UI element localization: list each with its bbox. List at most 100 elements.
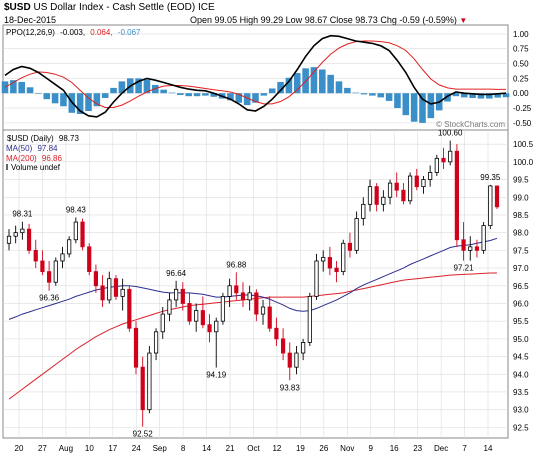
ppo-hist-bar — [101, 93, 109, 98]
candle-body — [401, 189, 406, 202]
candle-body — [321, 257, 326, 262]
candle — [488, 184, 493, 230]
candle-body — [207, 324, 212, 333]
candle-body — [160, 313, 165, 333]
candle-body — [374, 186, 379, 205]
date-x-axis: 20 27 Aug 10 17 24 Sep 8 14 21 Oct 12 19 26 Nov 9 16 23 De… — [15, 444, 493, 453]
ppo-hist-bar — [394, 93, 401, 109]
ppo-hist-bar — [369, 93, 376, 96]
candle-body — [421, 179, 426, 188]
candle — [40, 250, 45, 276]
candle — [394, 172, 399, 198]
candle — [247, 285, 252, 311]
x-tick: Dec — [434, 444, 448, 453]
candle-body — [147, 352, 152, 411]
candle — [367, 179, 373, 212]
price-annotation: 98.43 — [66, 205, 87, 214]
candle-body — [307, 295, 312, 343]
ppo-legend-signal: 0.064, — [90, 28, 112, 37]
candle-body — [234, 285, 239, 294]
candle-body — [80, 221, 85, 248]
candle-body — [448, 150, 453, 163]
candle-body — [93, 271, 99, 287]
candle-body — [20, 228, 25, 234]
candle — [434, 154, 439, 177]
x-tick: Nov — [340, 444, 354, 453]
ppo-hist-bar — [477, 93, 485, 99]
candle-body — [113, 278, 119, 297]
watermark: © StockCharts.com — [436, 120, 505, 129]
x-tick: 9 — [369, 444, 374, 453]
ppo-hist-bar — [193, 93, 201, 97]
price-y-tick: 97.0 — [513, 264, 529, 273]
candle — [407, 172, 413, 205]
candle-body — [53, 260, 58, 283]
chart-date: 18-Dec-2015 — [4, 15, 57, 25]
candle — [401, 183, 406, 205]
ppo-hist-bar — [319, 69, 326, 94]
candle-body — [140, 366, 145, 411]
candle — [234, 272, 239, 300]
candle-body — [367, 186, 373, 205]
svg-text:MA(50) 97.84: MA(50) 97.84 — [6, 144, 58, 153]
candle — [73, 217, 78, 244]
ppo-signal-line — [4, 40, 506, 108]
ppo-hist-bar — [486, 93, 493, 99]
candle — [454, 144, 459, 247]
ppo-hist-bar — [344, 87, 351, 94]
price-y-tick: 93.5 — [513, 388, 529, 397]
candle — [301, 338, 306, 361]
ppo-y-tick: -0.25 — [513, 104, 532, 113]
ppo-y-tick: 0.75 — [513, 45, 529, 54]
candle-body — [287, 352, 292, 368]
candle-body — [13, 232, 18, 237]
ppo-hist-bar — [385, 93, 393, 101]
candle — [347, 232, 353, 258]
candle-body — [227, 285, 232, 297]
candle-body — [254, 292, 259, 315]
ppo-hist-bar — [410, 93, 418, 122]
price-annotation: 96.36 — [39, 294, 60, 303]
candle — [494, 185, 500, 209]
ppo-hist-bar — [243, 93, 251, 106]
candle-body — [133, 327, 139, 368]
candle — [361, 197, 366, 226]
price-annotation: 100.60 — [438, 129, 463, 138]
candle-body — [67, 239, 72, 255]
candle-body — [214, 320, 219, 333]
candle — [354, 211, 359, 254]
candle — [180, 282, 185, 311]
candle-body — [494, 185, 500, 208]
x-tick: 17 — [108, 444, 117, 453]
candle-body — [267, 306, 272, 329]
ppo-hist-bar — [202, 93, 209, 96]
candle — [127, 285, 132, 332]
candle — [321, 250, 326, 272]
candle — [147, 345, 152, 414]
candle — [314, 253, 319, 300]
candle — [67, 236, 72, 258]
candle — [60, 246, 65, 269]
ma50-legend-value: 97.84 — [37, 144, 58, 153]
candle — [327, 246, 332, 276]
ppo-hist-bar — [168, 92, 176, 94]
price-y-tick: 93.0 — [513, 406, 529, 415]
candle-body — [428, 172, 433, 180]
candle-body — [387, 182, 393, 198]
candle — [80, 218, 85, 251]
candle-body — [120, 288, 125, 297]
candle-body — [247, 292, 252, 301]
ppo-legend: PPO(12,26,9) -0.003, 0.064, -0.067 — [6, 28, 141, 37]
candle-body — [454, 150, 459, 241]
price-y-tick: 94.0 — [513, 370, 529, 379]
candle-body — [441, 157, 446, 163]
candle-body — [327, 257, 332, 269]
x-tick: 21 — [226, 444, 235, 453]
ppo-hist-bar — [118, 81, 126, 94]
candle — [428, 165, 433, 187]
candle-body — [474, 246, 480, 251]
ppo-hist-bar — [327, 74, 334, 94]
x-tick: Sep — [153, 444, 168, 453]
ppo-hist-bar — [268, 88, 276, 94]
price-annotations: 98.31 98.43 96.36 96.64 96.88 94.19 93.83 92.52… — [12, 129, 501, 439]
